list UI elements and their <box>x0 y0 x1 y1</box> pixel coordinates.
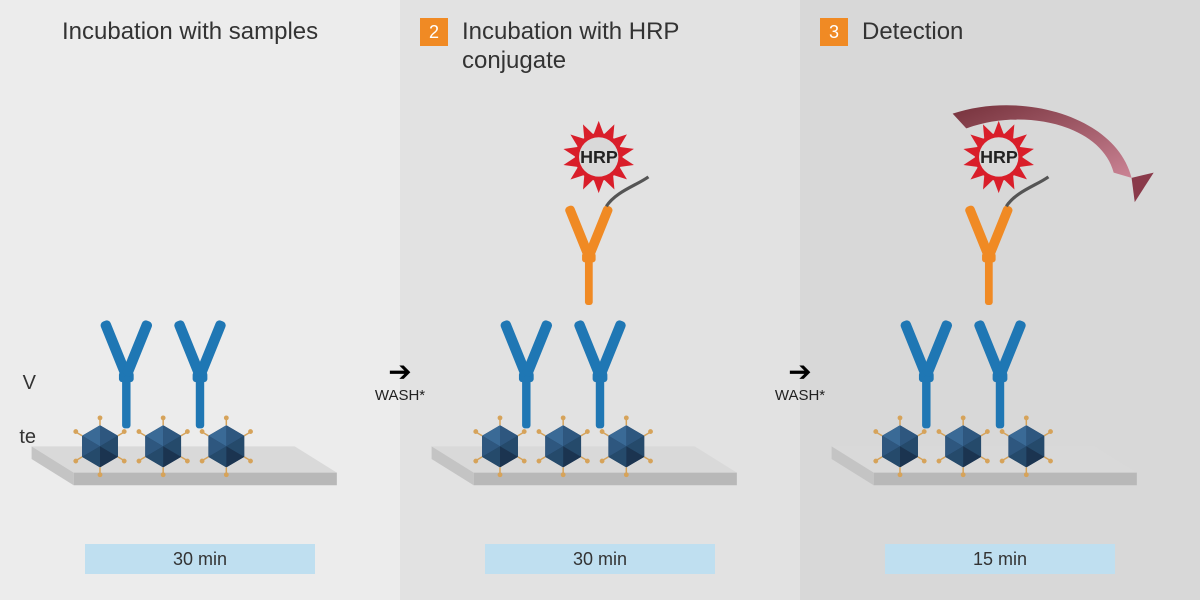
panel-header: 3 Detection <box>820 18 1180 78</box>
panel-step-1: 1 Incubation with samples V te 30 min <box>0 0 400 600</box>
arrow-right-icon: ➔ <box>765 364 835 381</box>
panel-step-3: 3 Detection <box>800 0 1200 600</box>
arrow-right-icon: ➔ <box>365 364 435 381</box>
time-bar: 30 min <box>85 544 315 574</box>
diagram-step-1 <box>0 95 400 520</box>
time-bar: 30 min <box>485 544 715 574</box>
assay-workflow: 1 Incubation with samples V te 30 min 2 … <box>0 0 1200 600</box>
step-badge: 3 <box>820 18 848 46</box>
hrp-icon: HRP <box>562 121 635 193</box>
step-title: Detection <box>862 18 963 47</box>
hrp-label: HRP <box>580 147 618 167</box>
hrp-label: HRP <box>980 147 1018 167</box>
wash-step-2: ➔ WASH* <box>765 364 835 404</box>
time-bar: 15 min <box>885 544 1115 574</box>
diagram-step-2: HRP <box>400 95 800 520</box>
panel-header: 2 Incubation with HRP conjugate <box>420 18 780 78</box>
panel-header: 1 Incubation with samples <box>20 18 380 78</box>
hrp-icon: HRP <box>962 121 1035 193</box>
step-badge: 2 <box>420 18 448 46</box>
diagram-step-3: HRP <box>800 95 1200 520</box>
wash-label: WASH* <box>365 387 435 404</box>
wash-label: WASH* <box>765 387 835 404</box>
panel-step-2: 2 Incubation with HRP conjugate <box>400 0 800 600</box>
wash-step-1: ➔ WASH* <box>365 364 435 404</box>
step-title: Incubation with HRP conjugate <box>462 18 780 76</box>
step-title: Incubation with samples <box>62 18 318 47</box>
